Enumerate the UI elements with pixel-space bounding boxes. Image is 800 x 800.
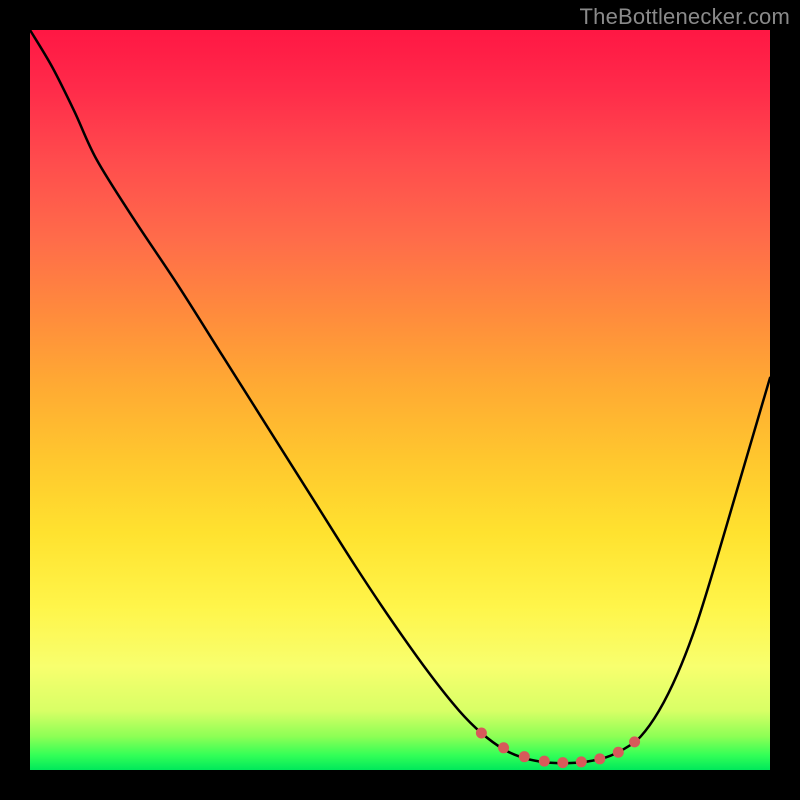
marker-dot bbox=[557, 757, 568, 768]
marker-dot bbox=[498, 742, 509, 753]
marker-dot bbox=[594, 753, 605, 764]
gradient-background bbox=[30, 30, 770, 770]
marker-dot bbox=[539, 756, 550, 767]
marker-dot bbox=[519, 751, 530, 762]
bottleneck-curve-chart bbox=[0, 0, 800, 800]
marker-dot bbox=[476, 728, 487, 739]
marker-dot bbox=[629, 736, 640, 747]
marker-dot bbox=[576, 756, 587, 767]
watermark-text: TheBottlenecker.com bbox=[580, 4, 790, 30]
marker-dot bbox=[613, 747, 624, 758]
